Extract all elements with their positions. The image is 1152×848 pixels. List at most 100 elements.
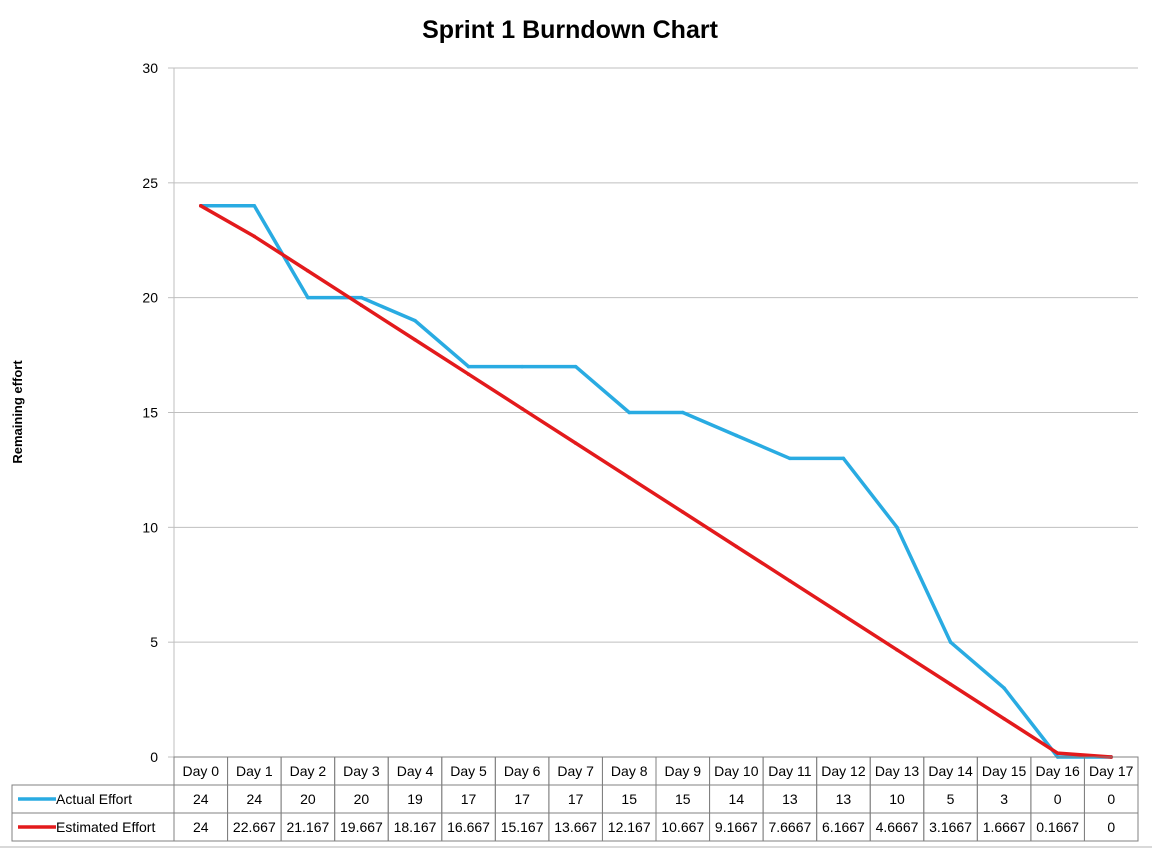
data-point bbox=[1002, 716, 1006, 721]
data-label: 0.1667 bbox=[1036, 819, 1079, 835]
x-tick-label: Day 14 bbox=[928, 763, 973, 779]
data-point bbox=[413, 318, 417, 323]
data-label: 14 bbox=[729, 791, 745, 807]
data-label: 22.667 bbox=[233, 819, 276, 835]
data-label: 24 bbox=[193, 791, 209, 807]
data-point bbox=[948, 682, 953, 687]
data-label: 3.1667 bbox=[929, 819, 972, 835]
x-tick-label: Day 16 bbox=[1035, 763, 1080, 779]
x-tick-label: Day 9 bbox=[664, 763, 701, 779]
data-point bbox=[359, 303, 364, 308]
data-point bbox=[466, 364, 471, 369]
x-tick-label: Day 13 bbox=[875, 763, 920, 779]
data-point bbox=[681, 410, 685, 415]
x-tick-label: Day 7 bbox=[557, 763, 594, 779]
data-label: 0 bbox=[1054, 791, 1062, 807]
data-label: 15 bbox=[675, 791, 691, 807]
data-label: 15.167 bbox=[501, 819, 544, 835]
data-point bbox=[1002, 686, 1006, 690]
data-label: 12.167 bbox=[608, 819, 651, 835]
data-point bbox=[252, 204, 257, 208]
data-point bbox=[948, 640, 953, 644]
data-label: 6.1667 bbox=[822, 819, 865, 835]
x-tick-label: Day 1 bbox=[236, 763, 273, 779]
data-point bbox=[841, 613, 846, 618]
data-label: 3 bbox=[1000, 791, 1008, 807]
y-tick-label: 0 bbox=[150, 749, 158, 765]
data-point bbox=[413, 338, 417, 342]
data-point bbox=[627, 475, 631, 480]
y-tick-label: 15 bbox=[142, 405, 158, 421]
data-point bbox=[734, 544, 739, 549]
x-tick-label: Day 17 bbox=[1089, 763, 1134, 779]
data-label: 0 bbox=[1107, 791, 1115, 807]
data-label: 17 bbox=[568, 791, 584, 807]
x-tick-label: Day 0 bbox=[182, 763, 219, 779]
data-point bbox=[466, 372, 471, 376]
bottom-divider bbox=[0, 846, 1152, 848]
x-tick-label: Day 5 bbox=[450, 763, 487, 779]
y-axis-ticks: 0 5 10 15 20 25 30 bbox=[142, 60, 158, 765]
y-tick-label: 30 bbox=[142, 60, 158, 76]
data-point bbox=[573, 364, 578, 369]
data-label: 1.6667 bbox=[983, 819, 1026, 835]
series-estimated-effort bbox=[199, 204, 1113, 759]
data-label: 13 bbox=[782, 791, 798, 807]
data-label: 19 bbox=[407, 791, 423, 807]
x-tick-label: Day 2 bbox=[290, 763, 327, 779]
x-tick-label: Day 11 bbox=[768, 763, 812, 779]
data-label: 16.667 bbox=[447, 819, 490, 835]
x-tick-label: Day 12 bbox=[821, 763, 866, 779]
data-label: 10 bbox=[889, 791, 905, 807]
table-cell bbox=[1083, 812, 1139, 842]
data-label: 4.6667 bbox=[876, 819, 919, 835]
legend-label: Estimated Effort bbox=[56, 819, 155, 835]
data-point bbox=[306, 295, 310, 300]
data-label: 17 bbox=[514, 791, 530, 807]
data-point bbox=[788, 456, 792, 461]
x-tick-label: Day 4 bbox=[397, 763, 434, 779]
gridlines bbox=[168, 67, 1138, 758]
data-label: 10.667 bbox=[661, 819, 704, 835]
data-label: 18.167 bbox=[394, 819, 437, 835]
data-label: 19.667 bbox=[340, 819, 383, 835]
data-point bbox=[252, 234, 257, 239]
y-tick-label: 25 bbox=[142, 175, 158, 191]
data-label: 5 bbox=[947, 791, 955, 807]
data-label: 17 bbox=[461, 791, 477, 807]
data-point bbox=[306, 269, 310, 273]
data-label: 0 bbox=[1107, 819, 1115, 835]
data-point bbox=[734, 433, 739, 438]
data-label: 13.667 bbox=[554, 819, 597, 835]
data-point bbox=[841, 456, 846, 461]
data-label: 20 bbox=[300, 791, 316, 807]
data-point bbox=[681, 510, 685, 514]
x-tick-label: Day 6 bbox=[504, 763, 541, 779]
data-label: 20 bbox=[354, 791, 370, 807]
data-label: 7.6667 bbox=[768, 819, 811, 835]
data-label: 24 bbox=[193, 819, 209, 835]
x-tick-label: Day 15 bbox=[982, 763, 1027, 779]
data-point bbox=[1055, 751, 1060, 755]
x-tick-label: Day 10 bbox=[714, 763, 759, 779]
data-label: 15 bbox=[621, 791, 637, 807]
x-tick-label: Day 3 bbox=[343, 763, 380, 779]
series-line bbox=[199, 204, 1113, 759]
data-point bbox=[895, 525, 899, 530]
legend-label: Actual Effort bbox=[56, 791, 132, 807]
data-label: 13 bbox=[836, 791, 852, 807]
data-label: 9.1667 bbox=[715, 819, 758, 835]
data-point bbox=[788, 579, 792, 583]
plot-lines bbox=[199, 204, 1113, 759]
data-point bbox=[627, 410, 631, 415]
data-table: Day 0 Day 1 Day 2 Day 3 Day 4 Day 5 Day 6 Day 7… bbox=[11, 756, 1139, 842]
data-point bbox=[359, 295, 364, 300]
data-point bbox=[520, 364, 524, 369]
y-axis-label: Remaining effort bbox=[10, 360, 25, 464]
data-point bbox=[199, 204, 203, 208]
x-tick-label: Day 8 bbox=[611, 763, 648, 779]
data-point bbox=[573, 441, 578, 445]
y-tick-label: 5 bbox=[150, 634, 158, 650]
data-label: 24 bbox=[247, 791, 263, 807]
